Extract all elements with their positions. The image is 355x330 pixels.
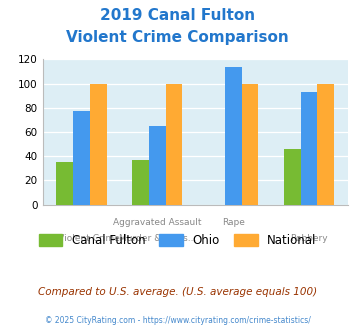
- Text: 2019 Canal Fulton: 2019 Canal Fulton: [100, 8, 255, 23]
- Legend: Canal Fulton, Ohio, National: Canal Fulton, Ohio, National: [34, 229, 321, 251]
- Bar: [56, 162, 73, 205]
- Text: Rape: Rape: [222, 218, 245, 227]
- Text: All Violent Crime: All Violent Crime: [44, 234, 119, 243]
- Bar: [73, 112, 90, 205]
- Bar: [132, 160, 149, 205]
- Text: © 2025 CityRating.com - https://www.cityrating.com/crime-statistics/: © 2025 CityRating.com - https://www.city…: [45, 316, 310, 325]
- Bar: [166, 83, 182, 205]
- Bar: [149, 126, 166, 205]
- Bar: [284, 149, 301, 205]
- Text: Aggravated Assault: Aggravated Assault: [113, 218, 202, 227]
- Text: Robbery: Robbery: [290, 234, 328, 243]
- Bar: [241, 83, 258, 205]
- Bar: [90, 83, 106, 205]
- Text: Violent Crime Comparison: Violent Crime Comparison: [66, 30, 289, 45]
- Bar: [301, 92, 317, 205]
- Text: Compared to U.S. average. (U.S. average equals 100): Compared to U.S. average. (U.S. average …: [38, 287, 317, 297]
- Text: Murder & Mans...: Murder & Mans...: [119, 234, 196, 243]
- Bar: [317, 83, 334, 205]
- Bar: [225, 67, 241, 205]
